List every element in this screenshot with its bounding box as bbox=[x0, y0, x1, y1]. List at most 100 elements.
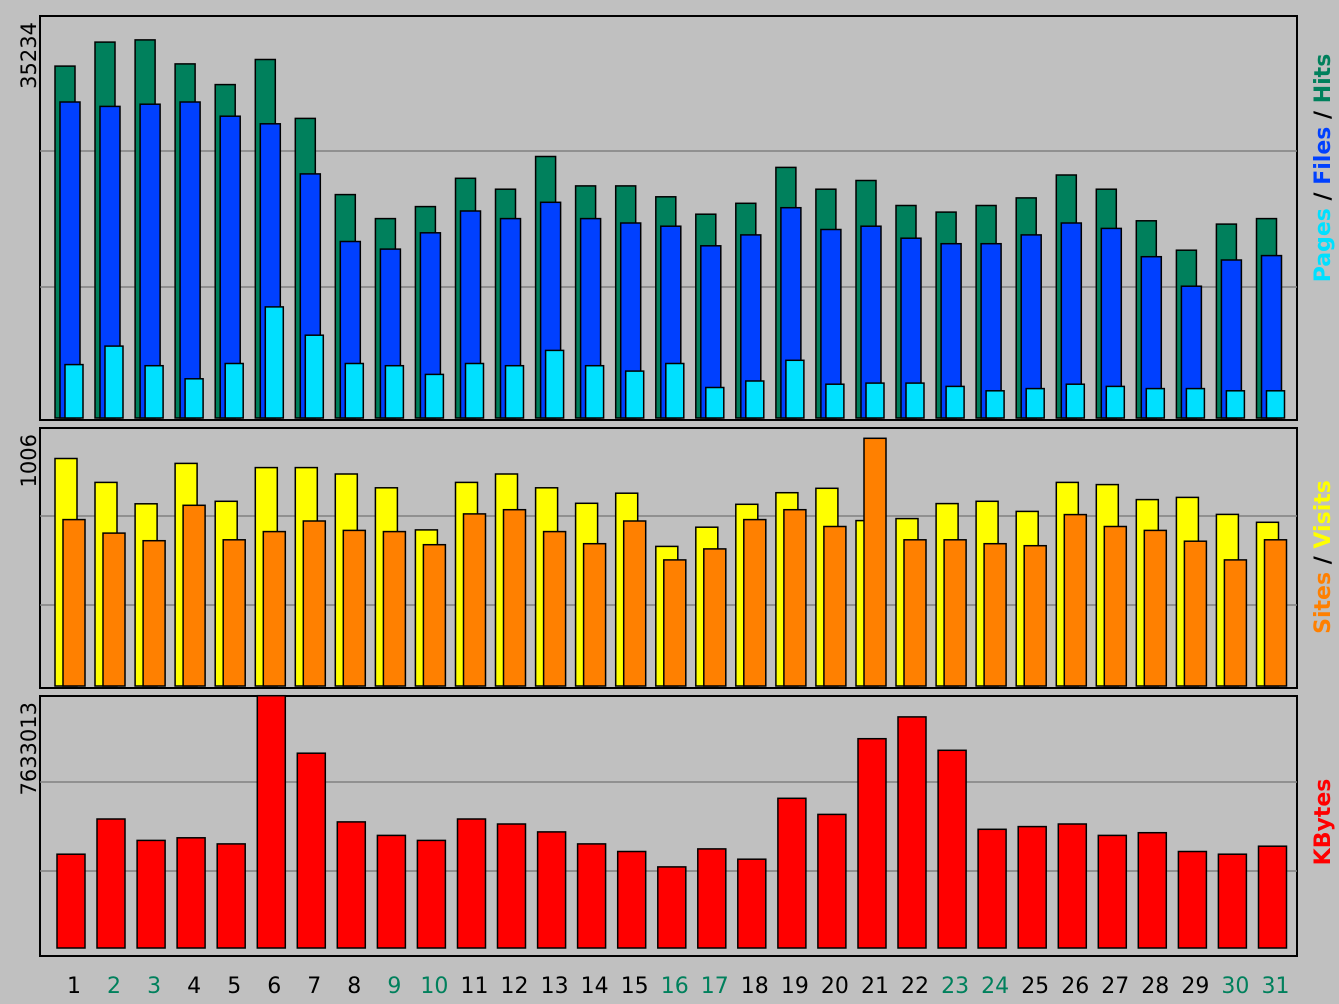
pages-bar-day-12 bbox=[504, 364, 525, 419]
legend-part: Sites bbox=[1311, 572, 1336, 634]
sites-bar-day-24 bbox=[983, 542, 1007, 687]
max-value-label: 35234 bbox=[17, 22, 41, 89]
sites-bar-day-23 bbox=[943, 539, 967, 687]
kbytes-bar-day-22 bbox=[897, 716, 927, 949]
sites-bar-day-8 bbox=[342, 529, 367, 687]
legend-part: / bbox=[1311, 185, 1336, 208]
day-label: 12 bbox=[501, 974, 529, 999]
day-label: 14 bbox=[581, 974, 609, 999]
sites-bar-day-14 bbox=[582, 542, 607, 687]
day-label: 9 bbox=[387, 974, 401, 999]
kbytes-bar-day-19 bbox=[777, 797, 807, 949]
pages-bar-day-9 bbox=[384, 364, 405, 419]
day-axis-labels: 1 2 3 4 5 6 7 8 9 10 11 12 13 14 15 16 17 18 19 20 21 22 23 24 2… bbox=[67, 974, 1290, 999]
day-label: 13 bbox=[541, 974, 569, 999]
day-label: 30 bbox=[1221, 974, 1249, 999]
legend-visits-sites: Sites / Visits bbox=[1311, 480, 1336, 634]
day-label: 5 bbox=[227, 974, 241, 999]
day-label: 26 bbox=[1061, 974, 1089, 999]
kbytes-bar-day-31 bbox=[1257, 845, 1288, 949]
day-label: 21 bbox=[861, 974, 889, 999]
pages-bar-day-19 bbox=[785, 359, 805, 419]
legend-hits-files-pages: Pages / Files / Hits bbox=[1311, 54, 1336, 283]
sites-bar-day-29 bbox=[1183, 540, 1208, 687]
kbytes-bar-day-24 bbox=[977, 828, 1007, 949]
sites-bar-day-2 bbox=[102, 532, 126, 687]
chart-panels: 35234 Pages / Files / Hits 1006 Sites / Vis… bbox=[17, 15, 1336, 957]
pages-bar-day-22 bbox=[905, 382, 925, 419]
day-label: 29 bbox=[1181, 974, 1209, 999]
sites-bar-day-28 bbox=[1143, 529, 1168, 687]
day-label: 6 bbox=[267, 974, 281, 999]
sites-bar-day-4 bbox=[182, 504, 206, 687]
sites-bar-day-15 bbox=[622, 520, 647, 687]
sites-bar-day-10 bbox=[422, 543, 447, 687]
kbytes-bar-day-9 bbox=[376, 834, 407, 949]
sites-bar-day-18 bbox=[743, 518, 767, 687]
day-label: 28 bbox=[1141, 974, 1169, 999]
day-label: 25 bbox=[1021, 974, 1049, 999]
pages-bar-day-5 bbox=[224, 362, 244, 419]
legend-part: Pages bbox=[1311, 208, 1336, 282]
pages-bar-day-23 bbox=[945, 385, 965, 419]
kbytes-bar-day-6 bbox=[256, 694, 287, 949]
files-bar-day-4 bbox=[179, 101, 201, 419]
sites-bar-day-30 bbox=[1223, 559, 1248, 687]
pages-bar-day-7 bbox=[304, 334, 325, 419]
kbytes-bar-day-25 bbox=[1017, 825, 1047, 949]
day-label: 16 bbox=[661, 974, 689, 999]
sites-bar-day-1 bbox=[62, 518, 86, 687]
legend-part: / bbox=[1311, 549, 1336, 572]
day-label: 17 bbox=[701, 974, 729, 999]
kbytes-bar-day-5 bbox=[216, 843, 246, 949]
sites-bar-day-7 bbox=[302, 520, 327, 687]
pages-bar-day-4 bbox=[184, 378, 204, 419]
pages-bar-day-24 bbox=[985, 390, 1005, 419]
legend-part: / bbox=[1311, 103, 1336, 126]
sites-bar-day-20 bbox=[823, 525, 847, 687]
kbytes-bar-day-28 bbox=[1137, 831, 1168, 949]
kbytes-bar-day-26 bbox=[1057, 823, 1088, 949]
kbytes-bar-day-3 bbox=[136, 839, 166, 949]
pages-bar-day-8 bbox=[344, 362, 365, 419]
day-label: 4 bbox=[187, 974, 201, 999]
kbytes-bar-day-7 bbox=[296, 752, 327, 949]
day-label: 27 bbox=[1101, 974, 1129, 999]
pages-bar-day-20 bbox=[825, 383, 845, 419]
sites-bar-day-21 bbox=[863, 437, 887, 687]
day-label: 18 bbox=[741, 974, 769, 999]
sites-bar-day-5 bbox=[222, 539, 246, 687]
legend-kbytes: KBytes bbox=[1311, 779, 1336, 866]
kbytes-bar-day-27 bbox=[1097, 834, 1128, 949]
sites-bar-day-22 bbox=[903, 539, 927, 687]
day-label: 10 bbox=[420, 974, 448, 999]
day-label: 15 bbox=[621, 974, 649, 999]
sites-bar-day-9 bbox=[382, 530, 407, 687]
pages-bar-day-13 bbox=[544, 349, 565, 419]
sites-bar-day-12 bbox=[502, 508, 527, 687]
max-value-label: 7633013 bbox=[17, 702, 41, 796]
day-label: 1 bbox=[67, 974, 81, 999]
kbytes-bar-day-8 bbox=[336, 821, 367, 949]
kbytes-bar-day-18 bbox=[737, 858, 767, 949]
pages-bar-day-27 bbox=[1105, 385, 1126, 419]
pages-bar-day-10 bbox=[424, 373, 445, 419]
kbytes-bar-day-23 bbox=[937, 749, 967, 949]
kbytes-bar-day-29 bbox=[1177, 850, 1208, 949]
sites-bar-day-26 bbox=[1063, 513, 1088, 687]
pages-bar-day-29 bbox=[1185, 387, 1206, 419]
day-label: 11 bbox=[461, 974, 489, 999]
panel-hits-files-pages: 35234 Pages / Files / Hits bbox=[17, 15, 1336, 421]
day-label: 20 bbox=[821, 974, 849, 999]
kbytes-bar-day-10 bbox=[416, 839, 447, 949]
pages-bar-day-31 bbox=[1265, 390, 1286, 419]
pages-bar-day-21 bbox=[865, 382, 885, 419]
kbytes-bar-day-4 bbox=[176, 837, 206, 949]
kbytes-bar-day-17 bbox=[697, 848, 727, 949]
pages-bar-day-2 bbox=[104, 345, 124, 419]
kbytes-bar-day-2 bbox=[96, 818, 126, 949]
day-label: 2 bbox=[107, 974, 121, 999]
legend-part: Visits bbox=[1311, 480, 1336, 548]
kbytes-bar-day-14 bbox=[576, 843, 607, 949]
